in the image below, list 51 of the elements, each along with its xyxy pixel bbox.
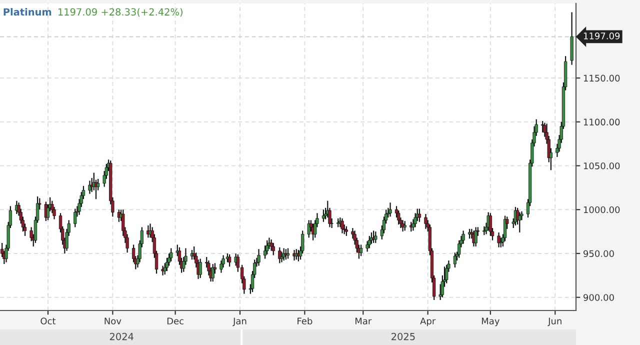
x-tick-label: Oct	[40, 318, 56, 324]
candlestick	[88, 180, 92, 194]
candlestick	[322, 209, 326, 222]
candlestick	[374, 230, 378, 244]
candlestick	[170, 248, 173, 262]
candlestick	[165, 257, 169, 272]
candlestick	[278, 246, 282, 264]
candlestick	[497, 232, 500, 248]
candlestick	[307, 220, 310, 238]
candlestick	[284, 248, 288, 260]
candlestick	[488, 212, 492, 236]
candlestick	[286, 248, 290, 260]
candlestick	[211, 263, 214, 282]
y-tick-label: 1100.00	[584, 118, 620, 126]
x-tick-label: May	[482, 318, 500, 326]
x-tick-label: Feb	[298, 317, 312, 324]
candlestick	[414, 212, 417, 228]
y-tick-label: 1050.00	[584, 162, 620, 170]
y-tick-label: 1150.00	[584, 74, 620, 82]
candlestick	[266, 240, 269, 255]
candlestick	[294, 248, 298, 260]
candlestick	[270, 238, 273, 252]
x-tick-label: Apr	[420, 318, 436, 326]
candlestick	[462, 230, 465, 244]
candlestick	[198, 258, 202, 279]
chart-subtitle: 1197.09 +28.33(+2.42%)	[58, 8, 182, 17]
candlestick	[388, 202, 392, 218]
text: 2024	[110, 332, 134, 340]
chart-title: Platinum	[4, 8, 52, 16]
ref-line-label: 1197.09	[584, 32, 620, 40]
candlestick	[570, 12, 574, 66]
candlestick	[403, 220, 406, 232]
x-tick-label: Jan	[232, 318, 246, 326]
candlestick	[280, 251, 284, 263]
candlestick	[44, 201, 48, 222]
candlestick	[228, 254, 232, 268]
x-tick-label: Dec	[167, 318, 184, 324]
candlestick	[282, 248, 286, 262]
candlestick	[368, 235, 371, 249]
candlestick	[397, 210, 400, 226]
text: 2025	[392, 332, 415, 340]
x-tick-label: Jun	[548, 318, 562, 326]
candlestick	[340, 218, 344, 234]
candlestick	[458, 240, 461, 258]
x-tick-label: Mar	[356, 318, 372, 324]
y-tick-label: 1000.00	[584, 206, 620, 214]
candlestick	[445, 264, 448, 284]
candlestick	[359, 244, 363, 257]
y-tick-label: 900.00	[584, 294, 614, 301]
x-tick-label: Nov	[104, 318, 122, 324]
y-tick-label: 950.00	[584, 250, 614, 258]
